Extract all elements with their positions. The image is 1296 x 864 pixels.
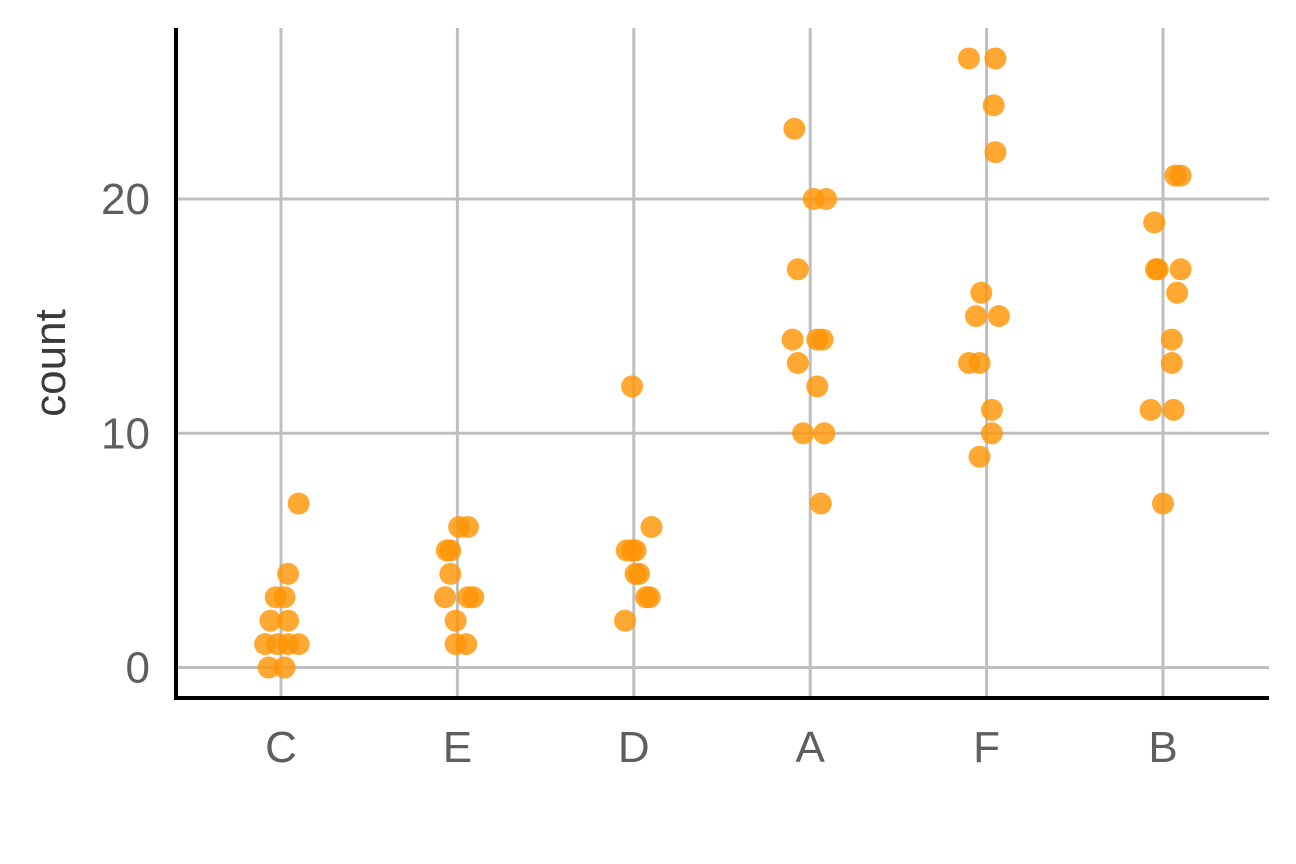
data-point-D-31 <box>640 515 663 538</box>
data-point-D-25 <box>638 586 661 609</box>
y-axis-title: count <box>26 309 75 417</box>
data-point-D-30 <box>624 539 647 562</box>
data-point-B-59 <box>1162 398 1185 421</box>
data-point-F-55 <box>957 47 980 70</box>
data-point-B-68 <box>1169 164 1192 187</box>
data-point-A-44 <box>783 117 806 140</box>
data-point-F-51 <box>987 305 1010 328</box>
data-point-E-14 <box>444 609 467 632</box>
data-point-C-0 <box>257 656 280 679</box>
data-point-A-35 <box>813 422 836 445</box>
data-point-B-66 <box>1143 211 1166 234</box>
x-tick-label-B: B <box>1148 723 1177 772</box>
x-tick-label-D: D <box>618 723 650 772</box>
tick-labels: 0 10 20 C E D A F B <box>101 175 1178 772</box>
data-point-C-9 <box>273 586 296 609</box>
data-point-B-64 <box>1146 258 1169 281</box>
data-point-C-5 <box>287 633 310 656</box>
data-point-F-46 <box>980 422 1003 445</box>
data-point-F-52 <box>970 281 993 304</box>
data-point-F-53 <box>984 141 1007 164</box>
data-point-A-33 <box>809 492 832 515</box>
data-point-C-10 <box>277 562 300 585</box>
data-point-D-32 <box>621 375 644 398</box>
data-point-A-38 <box>781 328 804 351</box>
data-point-C-11 <box>287 492 310 515</box>
data-point-E-15 <box>434 586 457 609</box>
y-tick-label-0: 0 <box>126 644 150 693</box>
data-point-B-62 <box>1166 281 1189 304</box>
axes <box>174 28 1269 700</box>
data-point-F-54 <box>982 94 1005 117</box>
data-point-C-6 <box>259 609 282 632</box>
data-point-B-61 <box>1160 328 1183 351</box>
data-point-B-60 <box>1160 352 1183 374</box>
data-point-F-56 <box>984 47 1007 70</box>
x-tick-label-C: C <box>265 723 297 772</box>
data-point-E-22 <box>456 515 479 538</box>
data-point-B-58 <box>1139 398 1162 421</box>
data-point-F-45 <box>968 445 991 468</box>
data-points <box>254 47 1192 679</box>
data-point-F-49 <box>968 352 991 374</box>
data-point-B-65 <box>1169 258 1192 281</box>
data-point-C-7 <box>277 609 300 632</box>
data-point-B-57 <box>1152 492 1174 515</box>
data-point-E-13 <box>455 633 478 656</box>
x-tick-label-E: E <box>443 723 472 772</box>
data-point-A-34 <box>792 422 815 445</box>
data-point-D-27 <box>628 562 651 585</box>
data-point-E-17 <box>462 586 485 609</box>
data-point-A-36 <box>806 375 829 398</box>
data-point-D-23 <box>613 609 636 632</box>
data-point-F-47 <box>980 398 1003 421</box>
data-point-A-43 <box>815 188 838 211</box>
data-point-A-41 <box>786 258 809 281</box>
data-point-F-50 <box>965 305 988 328</box>
data-point-A-40 <box>811 328 834 351</box>
x-tick-label-A: A <box>796 723 826 772</box>
y-tick-label-20: 20 <box>101 175 150 224</box>
data-point-E-18 <box>439 562 462 585</box>
data-point-A-37 <box>786 352 809 374</box>
data-point-C-1 <box>273 656 296 679</box>
grid-lines <box>176 28 1269 698</box>
data-point-E-20 <box>439 539 462 562</box>
y-tick-label-10: 10 <box>101 409 150 458</box>
x-tick-label-F: F <box>973 723 1000 772</box>
